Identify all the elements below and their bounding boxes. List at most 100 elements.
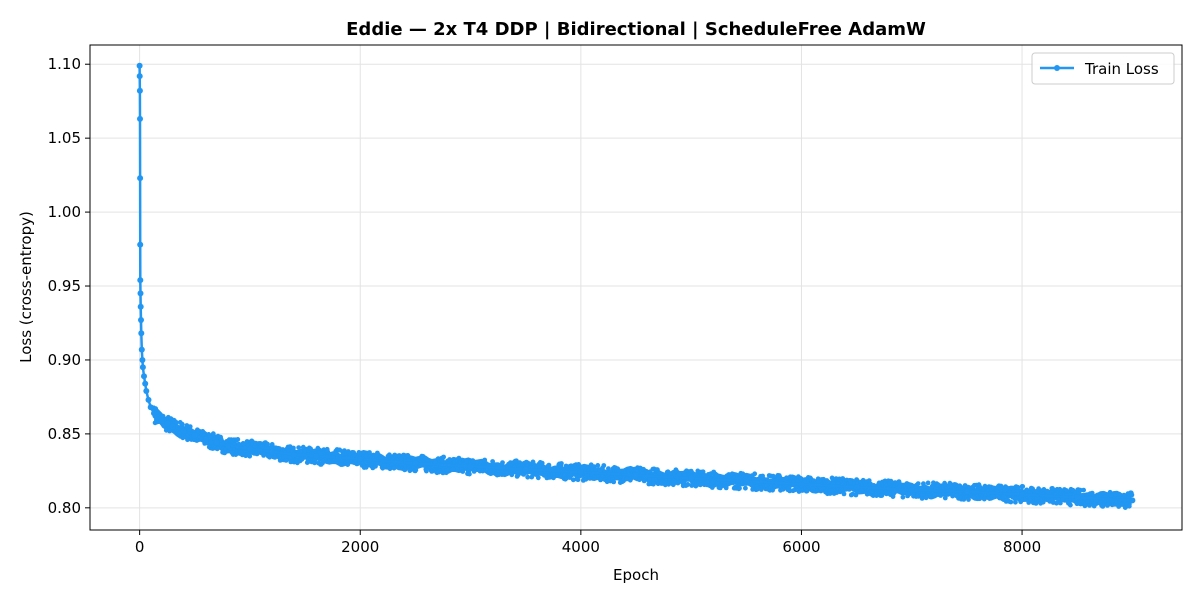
noise-mark (714, 472, 720, 478)
noise-mark (828, 487, 834, 493)
noise-mark (792, 487, 798, 493)
noise-mark (1012, 496, 1018, 501)
train-loss-point (137, 241, 144, 248)
x-axis-label: Epoch (613, 566, 659, 584)
noise-mark (829, 475, 835, 481)
noise-mark (919, 496, 925, 501)
train-loss-point (908, 487, 915, 494)
noise-mark (701, 473, 707, 479)
noise-mark (647, 476, 652, 482)
noise-mark (751, 476, 757, 482)
noise-mark (1044, 488, 1050, 494)
noise-mark (210, 431, 216, 437)
y-axis-ticks: 0.80 0.85 0.90 0.95 1.00 1.05 1.10 (48, 55, 90, 517)
noise-mark (1129, 492, 1135, 498)
noise-mark (896, 479, 902, 484)
noise-mark (539, 460, 545, 466)
noise-mark (601, 463, 607, 468)
noise-mark (1077, 487, 1083, 493)
noise-mark (1004, 485, 1010, 491)
noise-mark (804, 488, 810, 494)
noise-mark (405, 453, 411, 458)
noise-mark (361, 450, 366, 455)
noise-mark (925, 480, 931, 486)
noise-mark (320, 458, 326, 464)
train-loss-point (467, 463, 474, 470)
noise-mark (529, 474, 535, 480)
train-loss-point (180, 427, 187, 434)
noise-mark (942, 495, 948, 501)
x-tick-label: 6000 (782, 538, 820, 556)
noise-mark (153, 406, 159, 412)
noise-mark (509, 472, 515, 478)
noise-mark (641, 478, 647, 484)
train-loss-point (137, 290, 144, 297)
train-loss-point (136, 87, 143, 94)
noise-mark (1036, 486, 1041, 492)
noise-mark (752, 471, 758, 477)
noise-mark (1109, 493, 1114, 499)
noise-mark (922, 484, 928, 490)
noise-mark (441, 454, 446, 460)
noise-mark (345, 462, 351, 467)
noise-mark (1050, 486, 1055, 491)
noise-mark (269, 442, 275, 447)
train-loss-point (143, 388, 150, 394)
legend-marker-train-loss (1054, 65, 1060, 71)
train-loss-point (138, 330, 145, 337)
noise-mark (723, 485, 729, 491)
noise-mark (737, 485, 742, 491)
noise-mark (261, 451, 267, 457)
noise-mark (1119, 502, 1125, 507)
legend: Train Loss (1031, 52, 1175, 85)
train-loss-point (335, 454, 342, 461)
train-loss-point (169, 423, 176, 430)
series-noise-band (152, 405, 1135, 510)
noise-mark (524, 459, 529, 465)
noise-mark (749, 481, 754, 487)
series-train-loss (136, 62, 1136, 504)
noise-mark (464, 458, 470, 464)
noise-mark (888, 478, 894, 484)
noise-mark (247, 453, 253, 459)
train-loss-point (136, 62, 143, 69)
noise-mark (932, 492, 938, 497)
train-loss-point (291, 451, 298, 458)
train-loss-point (412, 460, 419, 467)
train-loss-point (142, 380, 149, 387)
train-loss-point (139, 357, 146, 363)
noise-mark (1105, 502, 1111, 508)
train-loss-point (963, 488, 970, 495)
grid-lines (90, 45, 1182, 530)
noise-mark (704, 482, 710, 488)
train-loss-point (137, 175, 144, 182)
noise-mark (665, 469, 671, 475)
noise-mark (551, 475, 556, 481)
noise-mark (1116, 491, 1122, 497)
noise-mark (173, 420, 179, 425)
noise-mark (841, 491, 847, 497)
noise-mark (758, 487, 764, 492)
train-loss-point (798, 481, 805, 488)
noise-mark (296, 445, 302, 450)
noise-mark (196, 428, 202, 434)
train-loss-point (577, 469, 584, 476)
noise-mark (900, 494, 906, 500)
noise-mark (187, 424, 193, 429)
noise-mark (177, 430, 183, 435)
noise-mark (235, 437, 241, 442)
noise-mark (413, 467, 419, 473)
train-loss-point (224, 442, 231, 449)
x-axis-ticks: 0 2000 4000 6000 8000 (135, 530, 1041, 556)
noise-mark (698, 482, 703, 488)
noise-mark (1064, 488, 1069, 493)
y-axis-label: Loss (cross-entropy) (17, 211, 35, 363)
train-loss-point (853, 484, 860, 491)
noise-mark (981, 496, 987, 502)
noise-mark (338, 462, 344, 467)
train-loss-point (151, 410, 157, 417)
train-loss-point (191, 432, 198, 439)
noise-mark (627, 466, 632, 472)
noise-mark (308, 446, 313, 452)
noise-mark (1126, 503, 1132, 509)
